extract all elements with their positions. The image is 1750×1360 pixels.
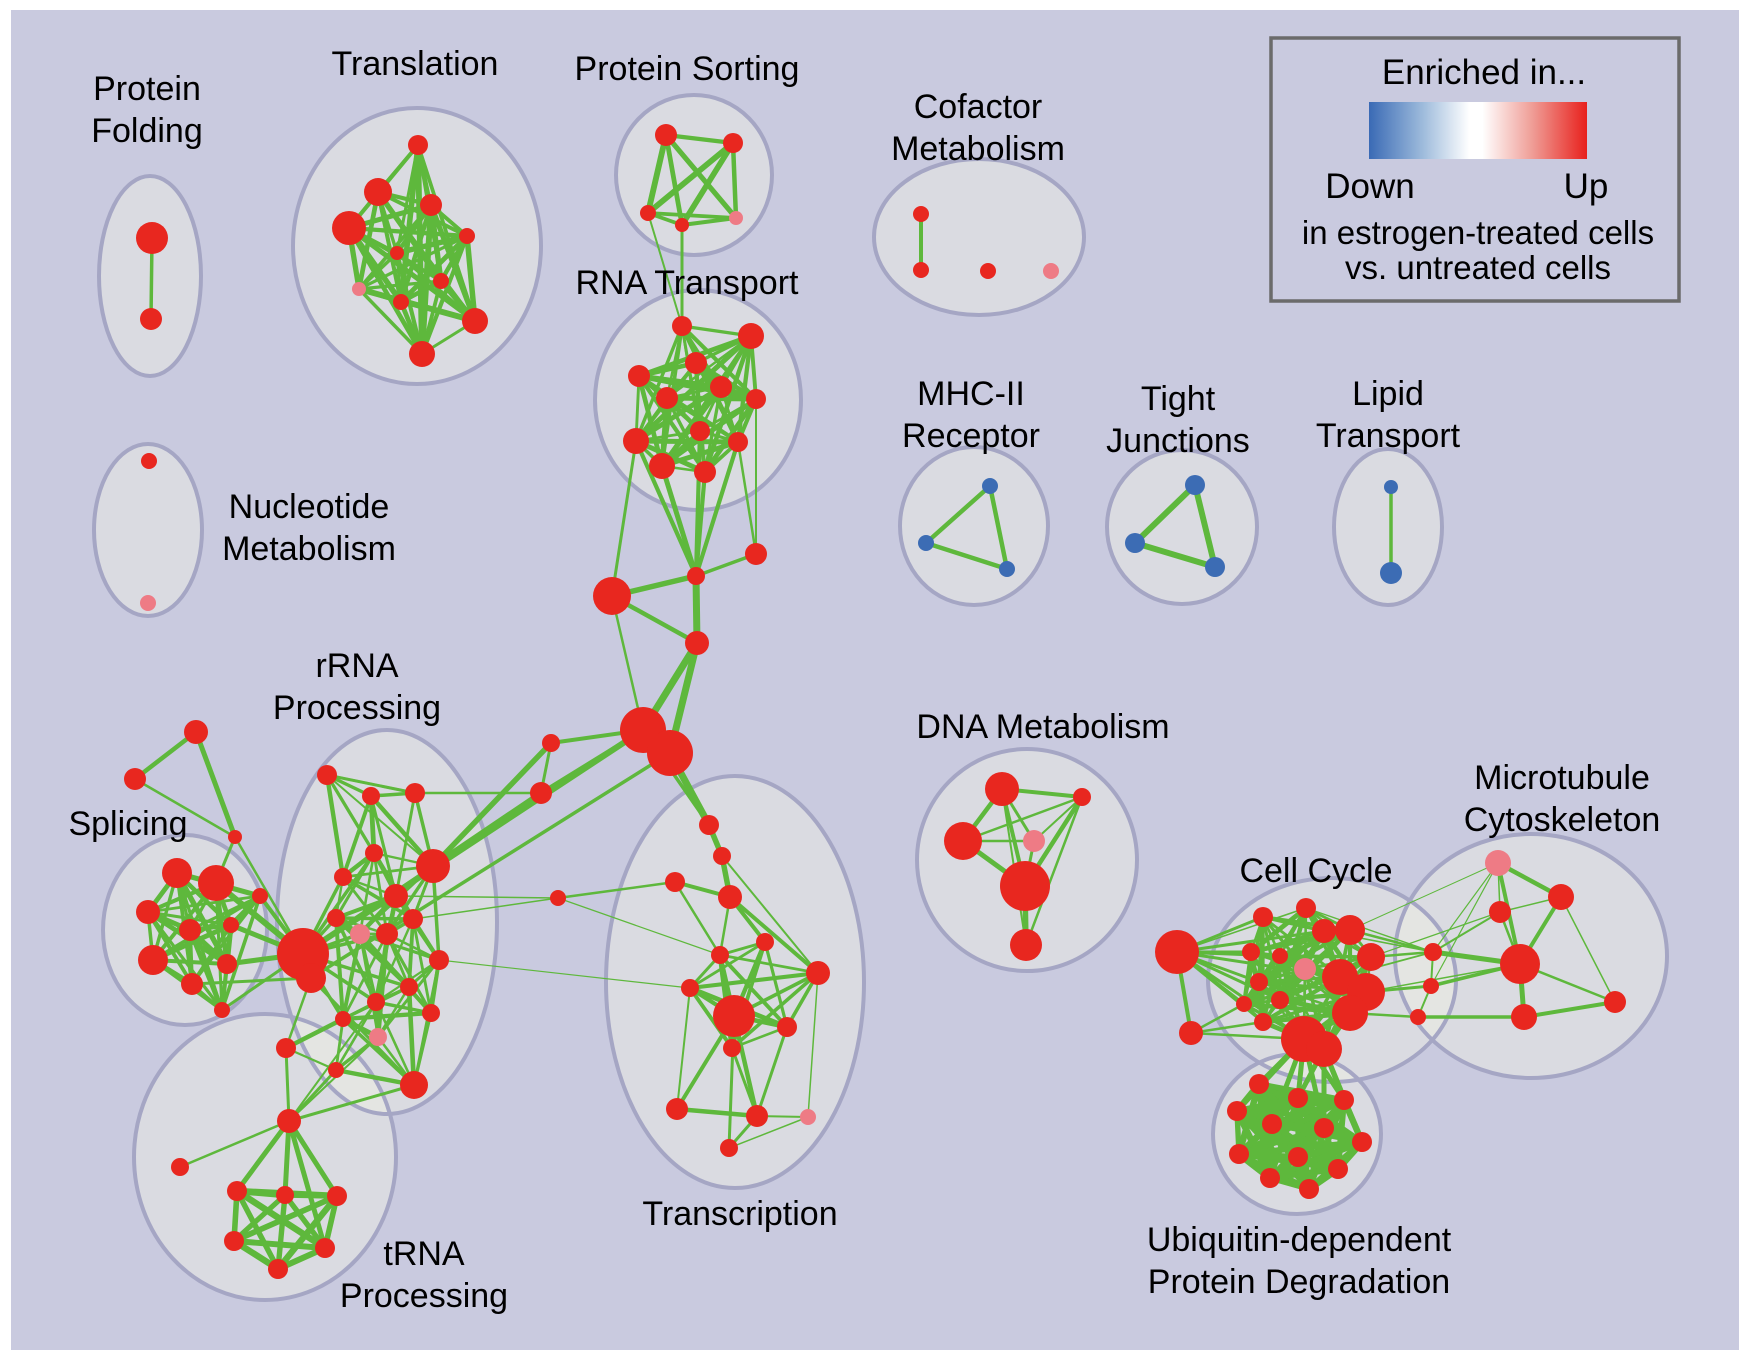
svg-text:Protein: Protein	[93, 70, 201, 108]
svg-text:Protein Sorting: Protein Sorting	[575, 50, 800, 88]
svg-text:Metabolism: Metabolism	[222, 530, 396, 568]
svg-text:Cytoskeleton: Cytoskeleton	[1464, 801, 1661, 839]
svg-text:MHC-II: MHC-II	[917, 375, 1025, 413]
svg-text:Cofactor: Cofactor	[914, 88, 1043, 126]
svg-text:Up: Up	[1564, 167, 1609, 206]
svg-text:Cell Cycle: Cell Cycle	[1239, 852, 1392, 890]
svg-text:Processing: Processing	[340, 1277, 508, 1315]
svg-text:tRNA: tRNA	[383, 1235, 465, 1273]
svg-text:in estrogen-treated cells: in estrogen-treated cells	[1302, 214, 1654, 251]
svg-text:Transcription: Transcription	[642, 1195, 837, 1233]
svg-text:RNA Transport: RNA Transport	[576, 264, 800, 302]
svg-text:Junctions: Junctions	[1106, 422, 1250, 460]
svg-text:Translation: Translation	[332, 45, 499, 83]
svg-text:Processing: Processing	[273, 689, 441, 727]
svg-text:Metabolism: Metabolism	[891, 130, 1065, 168]
svg-text:Microtubule: Microtubule	[1474, 759, 1650, 797]
svg-text:Tight: Tight	[1141, 380, 1216, 418]
svg-text:Transport: Transport	[1316, 417, 1461, 455]
svg-text:Nucleotide: Nucleotide	[229, 488, 390, 526]
svg-text:rRNA: rRNA	[315, 647, 398, 685]
svg-text:Receptor: Receptor	[902, 417, 1040, 455]
svg-text:Down: Down	[1325, 167, 1414, 206]
svg-text:Enriched in...: Enriched in...	[1382, 53, 1586, 92]
svg-text:Folding: Folding	[91, 112, 203, 150]
svg-text:DNA Metabolism: DNA Metabolism	[916, 708, 1169, 746]
svg-text:Lipid: Lipid	[1352, 375, 1424, 413]
svg-text:Protein Degradation: Protein Degradation	[1148, 1263, 1450, 1301]
svg-text:Ubiquitin-dependent: Ubiquitin-dependent	[1147, 1221, 1452, 1259]
svg-text:vs. untreated cells: vs. untreated cells	[1345, 249, 1611, 286]
svg-text:Splicing: Splicing	[68, 805, 187, 843]
